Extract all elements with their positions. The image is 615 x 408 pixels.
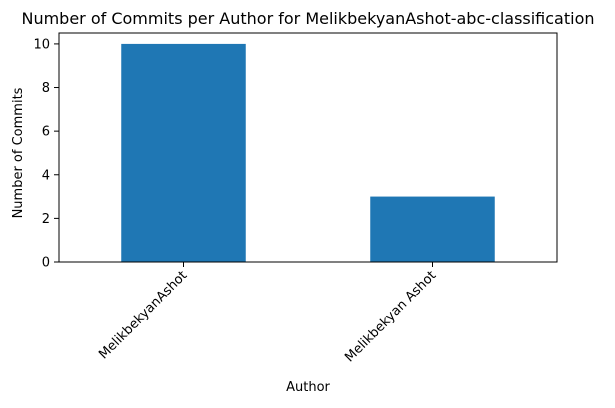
plot-area: 0 2 4 6 8 10 MelikbekyanAshot Melikbekyan Ashot: [33, 32, 558, 365]
y-tick-label: 0: [42, 256, 50, 271]
bar-melikbekyanashot: [121, 43, 246, 263]
y-tick-label: 10: [33, 37, 50, 52]
y-axis-label: Number of Commits: [11, 87, 26, 218]
plot-frame: [58, 32, 558, 263]
x-tick-label: MelikbekyanAshot: [96, 268, 190, 362]
y-tick-label: 6: [42, 125, 50, 140]
y-tick-label: 2: [42, 212, 50, 227]
x-tick-label: Melikbekyan Ashot: [342, 268, 439, 365]
chart-title: Number of Commits per Author for Melikbe…: [21, 9, 594, 28]
x-axis-label: Author: [286, 380, 330, 395]
y-tick-label: 4: [42, 168, 50, 183]
bar-melikbekyan-ashot: [370, 196, 495, 262]
y-tick-label: 8: [42, 81, 50, 96]
